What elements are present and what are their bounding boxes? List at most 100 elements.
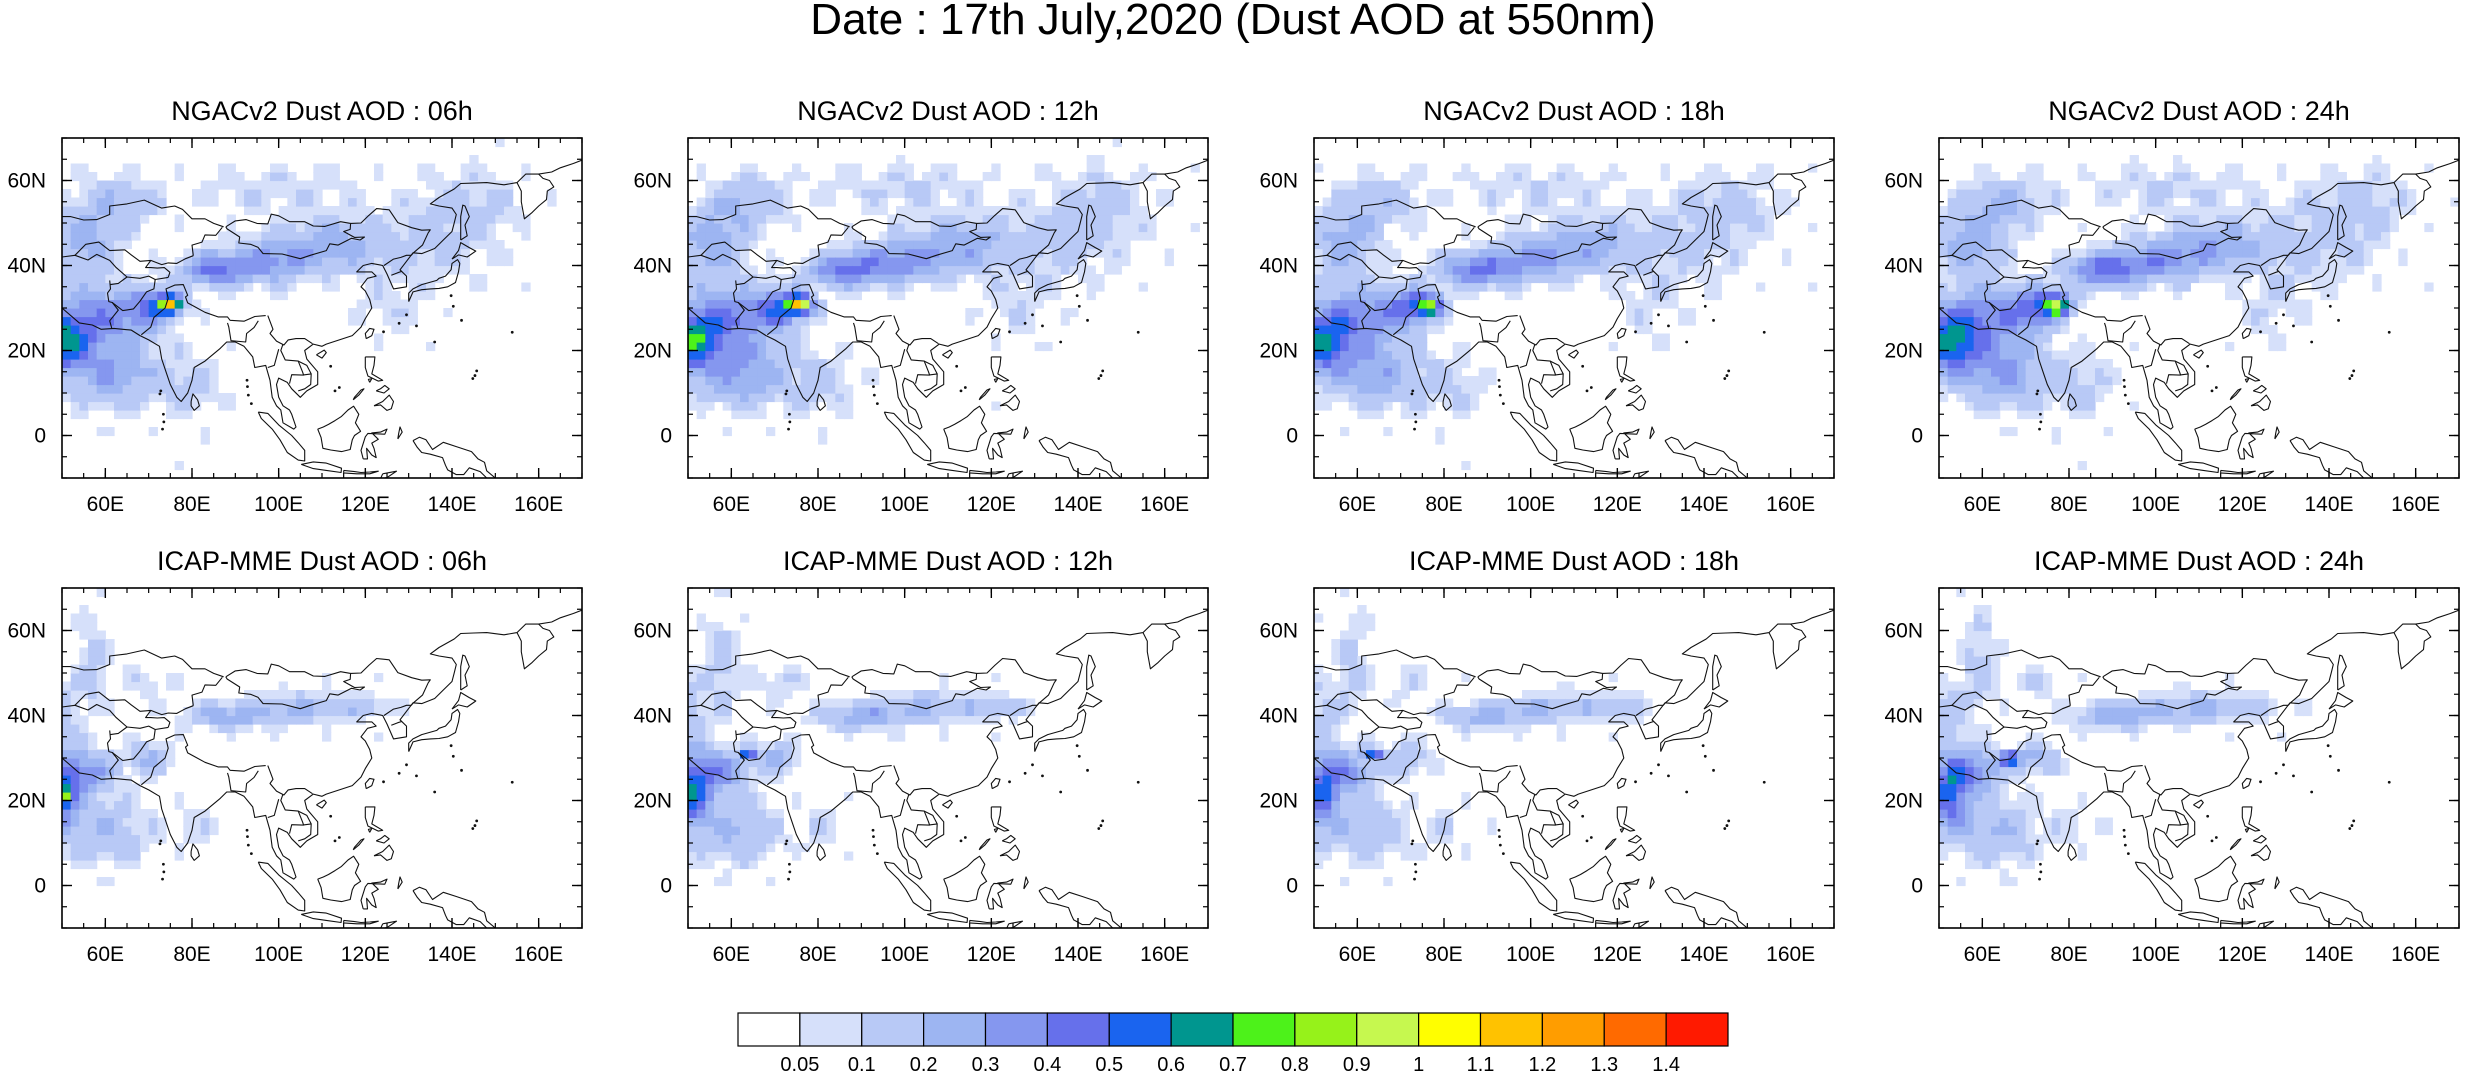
colorbar-box [1542, 1013, 1604, 1046]
y-tick-label: 40N [7, 255, 46, 278]
x-tick-label: 60E [87, 493, 124, 516]
y-tick-label: 60N [7, 620, 46, 643]
y-tick-label: 60N [633, 620, 672, 643]
y-tick-label: 60N [1259, 170, 1298, 193]
aod-field [62, 588, 409, 886]
colorbar-label: 0.8 [1281, 1054, 1309, 1077]
y-tick-label: 20N [7, 340, 46, 363]
x-tick-label: 80E [799, 493, 836, 516]
panel-title: NGACv2 Dust AOD : 06h [171, 96, 473, 126]
x-tick-label: 140E [427, 943, 476, 966]
colorbar-box [1171, 1013, 1233, 1046]
colorbar-label: 0.5 [1095, 1054, 1123, 1077]
x-tick-label: 160E [514, 493, 563, 516]
x-tick-label: 60E [87, 943, 124, 966]
panel-title: ICAP-MME Dust AOD : 24h [2034, 546, 2364, 576]
colorbar-label: 1.2 [1528, 1054, 1556, 1077]
map-panel: ICAP-MME Dust AOD : 12h 60E 80E 100E 120E 140… [633, 546, 1208, 966]
y-tick-label: 60N [633, 170, 672, 193]
x-tick-label: 60E [1964, 943, 2001, 966]
colorbar-box [924, 1013, 986, 1046]
x-tick-label: 120E [967, 493, 1016, 516]
colorbar-label: 0.1 [848, 1054, 876, 1077]
y-tick-label: 20N [1259, 340, 1298, 363]
y-tick-label: 20N [1884, 790, 1923, 813]
y-tick-label: 60N [1884, 620, 1923, 643]
x-tick-label: 60E [1339, 493, 1376, 516]
x-tick-label: 120E [967, 943, 1016, 966]
y-tick-label: 20N [7, 790, 46, 813]
y-tick-label: 0 [34, 425, 46, 448]
x-tick-label: 100E [1506, 493, 1555, 516]
colorbar-label: 0.9 [1343, 1054, 1371, 1077]
x-tick-label: 160E [2391, 943, 2440, 966]
colorbar-box [1233, 1013, 1295, 1046]
colorbar-box [1109, 1013, 1171, 1046]
x-tick-label: 60E [713, 943, 750, 966]
y-tick-label: 40N [633, 705, 672, 728]
x-tick-label: 160E [2391, 493, 2440, 516]
colorbar-box [1047, 1013, 1109, 1046]
x-tick-label: 100E [880, 943, 929, 966]
x-tick-label: 140E [427, 493, 476, 516]
panel-title: NGACv2 Dust AOD : 24h [2048, 96, 2350, 126]
y-tick-label: 40N [1884, 255, 1923, 278]
colorbar-label: 0.7 [1219, 1054, 1247, 1077]
y-tick-label: 0 [1286, 875, 1298, 898]
colorbar-label: 0.4 [1033, 1054, 1061, 1077]
colorbar-box [1295, 1013, 1357, 1046]
x-tick-label: 100E [254, 493, 303, 516]
colorbar-label: 1.4 [1652, 1054, 1680, 1077]
aod-field [62, 138, 557, 470]
x-tick-label: 80E [173, 943, 210, 966]
aod-field [688, 588, 1035, 886]
colorbar-box [986, 1013, 1048, 1046]
y-tick-label: 60N [7, 170, 46, 193]
x-tick-label: 140E [1053, 943, 1102, 966]
x-tick-label: 160E [1140, 493, 1189, 516]
y-tick-label: 40N [633, 255, 672, 278]
colorbar-label: 0.3 [972, 1054, 1000, 1077]
y-tick-label: 0 [1911, 875, 1923, 898]
x-tick-label: 60E [1339, 943, 1376, 966]
coastlines [1314, 610, 1834, 960]
panel-title: ICAP-MME Dust AOD : 12h [783, 546, 1113, 576]
x-tick-label: 160E [514, 943, 563, 966]
x-tick-label: 80E [1425, 943, 1462, 966]
x-tick-label: 120E [341, 943, 390, 966]
y-tick-label: 0 [34, 875, 46, 898]
x-tick-label: 140E [1053, 493, 1102, 516]
y-tick-label: 40N [7, 705, 46, 728]
x-tick-label: 140E [1679, 493, 1728, 516]
y-tick-label: 0 [1286, 425, 1298, 448]
colorbar [738, 1013, 1728, 1046]
y-tick-label: 40N [1259, 705, 1298, 728]
x-tick-label: 60E [1964, 493, 2001, 516]
x-tick-label: 80E [799, 943, 836, 966]
x-tick-label: 120E [1593, 493, 1642, 516]
colorbar-box [862, 1013, 924, 1046]
aod-field [1314, 588, 1653, 886]
colorbar-label: 1.3 [1590, 1054, 1618, 1077]
coastlines [62, 610, 582, 960]
y-tick-label: 20N [1259, 790, 1298, 813]
x-tick-label: 100E [1506, 943, 1555, 966]
y-tick-label: 40N [1259, 255, 1298, 278]
panel-title: NGACv2 Dust AOD : 12h [797, 96, 1099, 126]
colorbar-box [1357, 1013, 1419, 1046]
x-tick-label: 80E [2050, 493, 2087, 516]
x-tick-label: 120E [1593, 943, 1642, 966]
panel-title: NGACv2 Dust AOD : 18h [1423, 96, 1725, 126]
colorbar-label: 0.6 [1157, 1054, 1185, 1077]
colorbar-box [1604, 1013, 1666, 1046]
x-tick-label: 80E [1425, 493, 1462, 516]
y-tick-label: 20N [1884, 340, 1923, 363]
coastlines [688, 610, 1208, 960]
aod-field [1314, 164, 1817, 471]
